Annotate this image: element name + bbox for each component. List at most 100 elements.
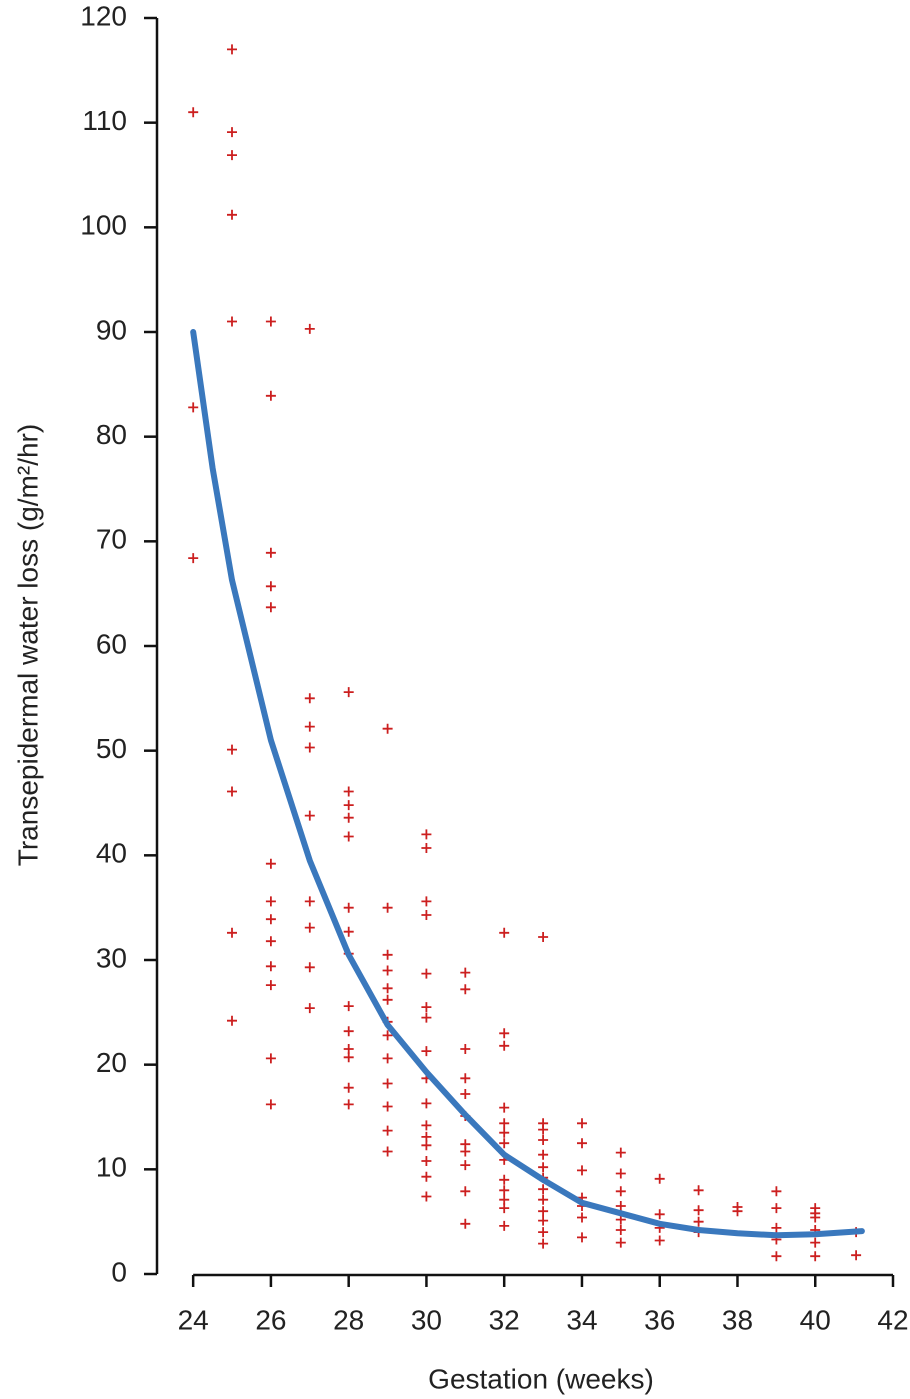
data-point [421,1098,432,1109]
data-point [304,693,315,704]
y-tick-label: 70 [96,524,127,555]
data-point [460,1146,471,1157]
data-point [499,1220,510,1231]
data-point [771,1186,782,1197]
data-point [499,1028,510,1039]
data-point [421,1171,432,1182]
data-point [615,1168,626,1179]
data-point [421,1156,432,1166]
y-tick-label: 40 [96,838,127,869]
data-point [499,1118,510,1129]
data-point [304,922,315,933]
y-tick-label: 0 [111,1256,127,1287]
data-point [615,1237,626,1248]
data-point [227,927,237,938]
data-point [227,1015,237,1026]
x-tick-label: 30 [411,1304,442,1335]
data-point [577,1118,587,1129]
data-point [499,1185,510,1196]
data-point [499,1203,510,1214]
x-axis-label: Gestation (weeks) [428,1363,654,1394]
data-point [460,984,471,995]
data-point [499,927,510,938]
data-point [265,390,276,401]
data-point [304,742,315,753]
data-point [382,949,393,960]
data-point [265,896,276,907]
data-point [343,812,354,823]
data-point [538,1149,549,1160]
data-point [421,1012,432,1023]
data-point [304,1003,315,1014]
y-tick-label: 30 [96,942,127,973]
data-point [343,786,354,797]
data-point [265,914,276,925]
x-tick-label: 34 [566,1304,597,1335]
data-point [343,800,354,811]
data-point [304,962,315,973]
data-point [421,1131,432,1142]
data-point [460,1218,471,1229]
data-point [188,402,199,413]
data-point [810,1251,821,1262]
data-point [227,744,237,755]
data-point [538,1184,549,1195]
data-point [265,858,276,869]
y-tick-label: 110 [82,105,127,136]
data-point [577,1212,587,1223]
data-point [421,1191,432,1202]
data-point [499,1040,510,1051]
data-point [343,1099,354,1110]
data-point [304,896,315,907]
data-point [499,1102,510,1113]
data-point [771,1203,782,1214]
y-axis-label: Transepidermal water loss (g/m²/hr) [12,424,43,866]
data-point [538,1194,549,1205]
data-point [460,1186,471,1197]
data-point [615,1225,626,1235]
data-point [460,1073,471,1084]
data-point [227,786,237,797]
data-point [382,902,393,913]
data-point [265,547,276,558]
x-tick-label: 28 [333,1304,364,1335]
fit-curve [190,329,865,1239]
data-point [382,1125,393,1136]
data-point [304,323,315,334]
data-point [693,1185,704,1196]
data-point [771,1251,782,1262]
data-point [265,1053,276,1064]
data-point [538,1135,549,1145]
data-point [421,1120,432,1131]
data-point [615,1201,626,1211]
data-point [265,602,276,613]
data-point [227,44,237,55]
data-point [538,1215,549,1226]
data-point [538,1124,549,1135]
data-point [343,1052,354,1063]
data-point [654,1209,665,1220]
data-point [460,1044,471,1054]
data-point [577,1138,587,1149]
data-point [343,831,354,842]
data-point [265,316,276,327]
data-point [538,1238,549,1249]
data-point [343,926,354,937]
data-point [382,723,393,734]
data-point [343,687,354,698]
y-tick-label: 90 [96,314,127,345]
x-tick-label: 38 [722,1304,753,1335]
data-point [615,1186,626,1197]
y-tick-label: 100 [80,210,127,241]
data-point [421,1002,432,1013]
y-tick-label: 50 [96,733,127,764]
data-point [382,994,393,1005]
data-point [304,721,315,732]
data-point [304,810,315,821]
data-point [460,1160,471,1171]
x-tick-label: 26 [255,1304,286,1335]
data-point [343,1001,354,1012]
data-point [343,1082,354,1093]
data-point [227,209,237,220]
data-point [499,1194,510,1205]
